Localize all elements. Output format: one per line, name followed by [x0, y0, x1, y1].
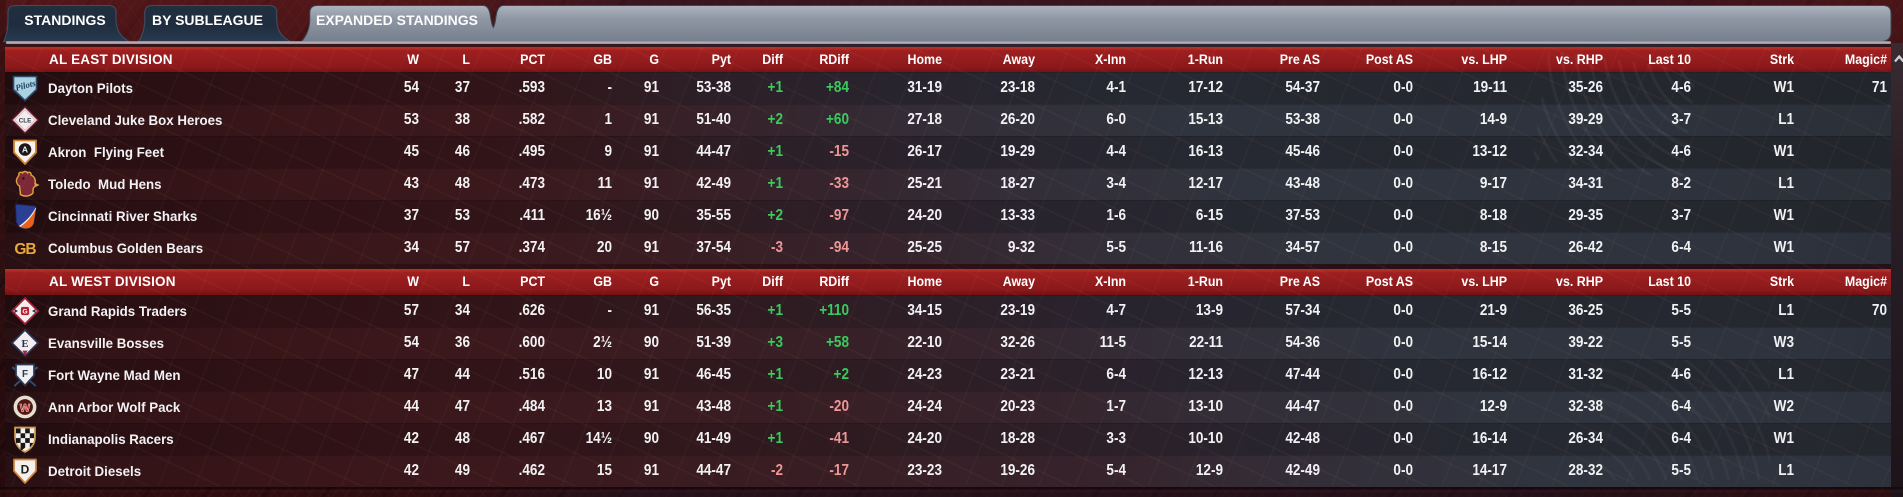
svg-text:F: F	[22, 369, 28, 380]
svg-text:E: E	[21, 339, 28, 350]
svg-text:D: D	[21, 462, 30, 476]
svg-text:W: W	[20, 402, 31, 414]
svg-text:GB: GB	[14, 241, 36, 258]
svg-text:G: G	[22, 308, 27, 315]
svg-text:A: A	[22, 145, 28, 155]
svg-text:CLE: CLE	[19, 118, 32, 125]
